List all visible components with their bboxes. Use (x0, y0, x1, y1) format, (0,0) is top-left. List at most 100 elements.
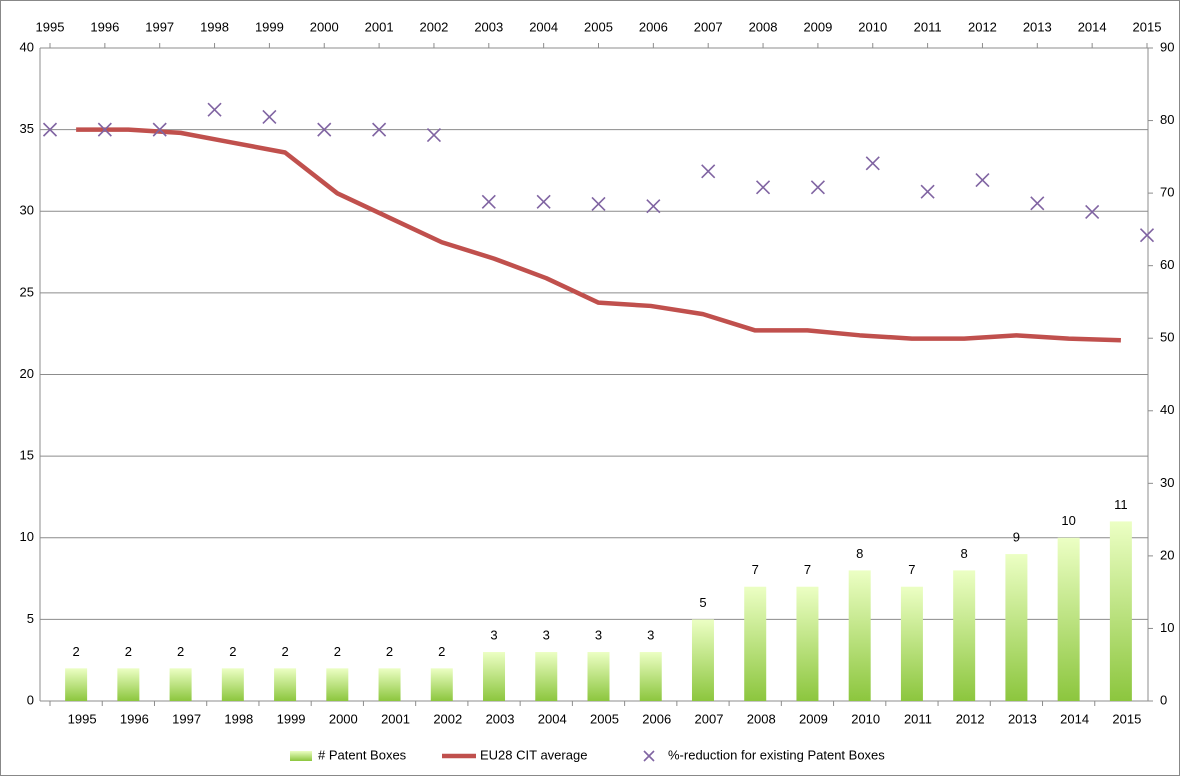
x-tick-label: 1998 (224, 711, 253, 726)
bar (535, 652, 558, 701)
y2-tick-label: 90 (1160, 39, 1174, 54)
data-label: 2 (281, 644, 288, 659)
legend-label: EU28 CIT average (480, 747, 587, 762)
y2-tick-label: 60 (1160, 257, 1174, 272)
x-tick-label: 2002 (433, 711, 462, 726)
bar (378, 668, 401, 701)
x2-tick-label: 2011 (914, 19, 942, 34)
x-tick-label: 2005 (590, 711, 619, 726)
x2-tick-label: 2013 (1023, 19, 1052, 34)
data-label: 7 (752, 562, 759, 577)
x2-tick-label: 2002 (419, 19, 448, 34)
x-tick-label: 2007 (695, 711, 724, 726)
x2-tick-label: 2009 (803, 19, 832, 34)
bar (744, 586, 767, 701)
marker (591, 196, 606, 212)
marker (701, 164, 716, 179)
data-label: 5 (699, 595, 706, 610)
x2-tick-label: 1996 (90, 19, 119, 34)
data-label: 3 (647, 627, 654, 642)
bar (848, 570, 871, 701)
data-label: 2 (229, 644, 236, 659)
legend-swatch (290, 751, 312, 761)
x-tick-label: 2006 (642, 711, 671, 726)
marker (1030, 196, 1045, 211)
bar (117, 668, 140, 701)
bar (1005, 554, 1028, 701)
y-tick-label: 30 (20, 203, 34, 218)
marker (975, 172, 990, 188)
x-tick-label: 2004 (538, 711, 567, 726)
x-tick-label: 2014 (1060, 711, 1089, 726)
x-tick-label: 1995 (68, 711, 97, 726)
marker (865, 156, 880, 171)
x-tick-label: 2011 (904, 711, 932, 726)
data-label: 10 (1061, 513, 1075, 528)
y-tick-label: 20 (20, 366, 34, 381)
data-label: 9 (1013, 530, 1020, 545)
data-label: 8 (856, 546, 863, 561)
marker (920, 184, 935, 199)
x2-tick-label: 2005 (584, 19, 613, 34)
y2-tick-label: 10 (1160, 620, 1174, 635)
x2-tick-label: 2012 (968, 19, 997, 34)
x2-tick-label: 2000 (310, 19, 339, 34)
y-tick-label: 0 (27, 692, 34, 707)
bar (900, 586, 923, 701)
marker (262, 109, 277, 124)
bar (691, 619, 714, 701)
bar (587, 652, 610, 701)
y2-tick-label: 50 (1160, 330, 1174, 345)
data-label: 2 (177, 644, 184, 659)
x2-tick-label: 1995 (36, 19, 65, 34)
bar (221, 668, 244, 701)
y-tick-label: 35 (20, 121, 34, 136)
marker (42, 122, 58, 137)
x2-tick-label: 2015 (1133, 19, 1162, 34)
marker (1085, 204, 1100, 220)
x-tick-label: 2015 (1112, 711, 1141, 726)
x-tick-label: 2008 (747, 711, 776, 726)
marker (372, 122, 387, 137)
x-tick-label: 2003 (486, 711, 515, 726)
marker (646, 199, 661, 214)
data-label: 2 (334, 644, 341, 659)
data-label: 3 (595, 627, 602, 642)
x2-tick-label: 2010 (858, 19, 887, 34)
x-tick-label: 2012 (956, 711, 985, 726)
legend-label: # Patent Boxes (318, 747, 407, 762)
x-tick-label: 2000 (329, 711, 358, 726)
data-label: 3 (490, 627, 497, 642)
data-label: 3 (543, 627, 550, 642)
marker (152, 122, 167, 137)
x2-tick-label: 1998 (200, 19, 229, 34)
bar (1109, 521, 1132, 701)
marker (481, 194, 496, 209)
legend-swatch (643, 750, 655, 762)
bar (169, 668, 192, 701)
data-label: 2 (125, 644, 132, 659)
marker (1139, 228, 1155, 243)
marker (810, 180, 825, 195)
data-label: 2 (438, 644, 445, 659)
x2-tick-label: 2014 (1078, 19, 1107, 34)
x-tick-label: 1996 (120, 711, 149, 726)
y2-tick-label: 0 (1160, 692, 1167, 707)
marker (97, 122, 112, 137)
y2-tick-label: 70 (1160, 185, 1174, 200)
y2-tick-label: 20 (1160, 547, 1174, 562)
x2-tick-label: 2006 (639, 19, 668, 34)
x-tick-label: 2001 (381, 711, 410, 726)
marker (426, 128, 442, 143)
y-tick-label: 15 (20, 448, 34, 463)
data-label: 7 (908, 562, 915, 577)
marker (317, 122, 332, 137)
bar (65, 668, 88, 701)
bar (326, 668, 349, 701)
line (76, 127, 1121, 343)
y2-tick-label: 30 (1160, 475, 1174, 490)
marker (207, 102, 222, 117)
x-tick-label: 1999 (277, 711, 306, 726)
x-tick-label: 1997 (172, 711, 201, 726)
